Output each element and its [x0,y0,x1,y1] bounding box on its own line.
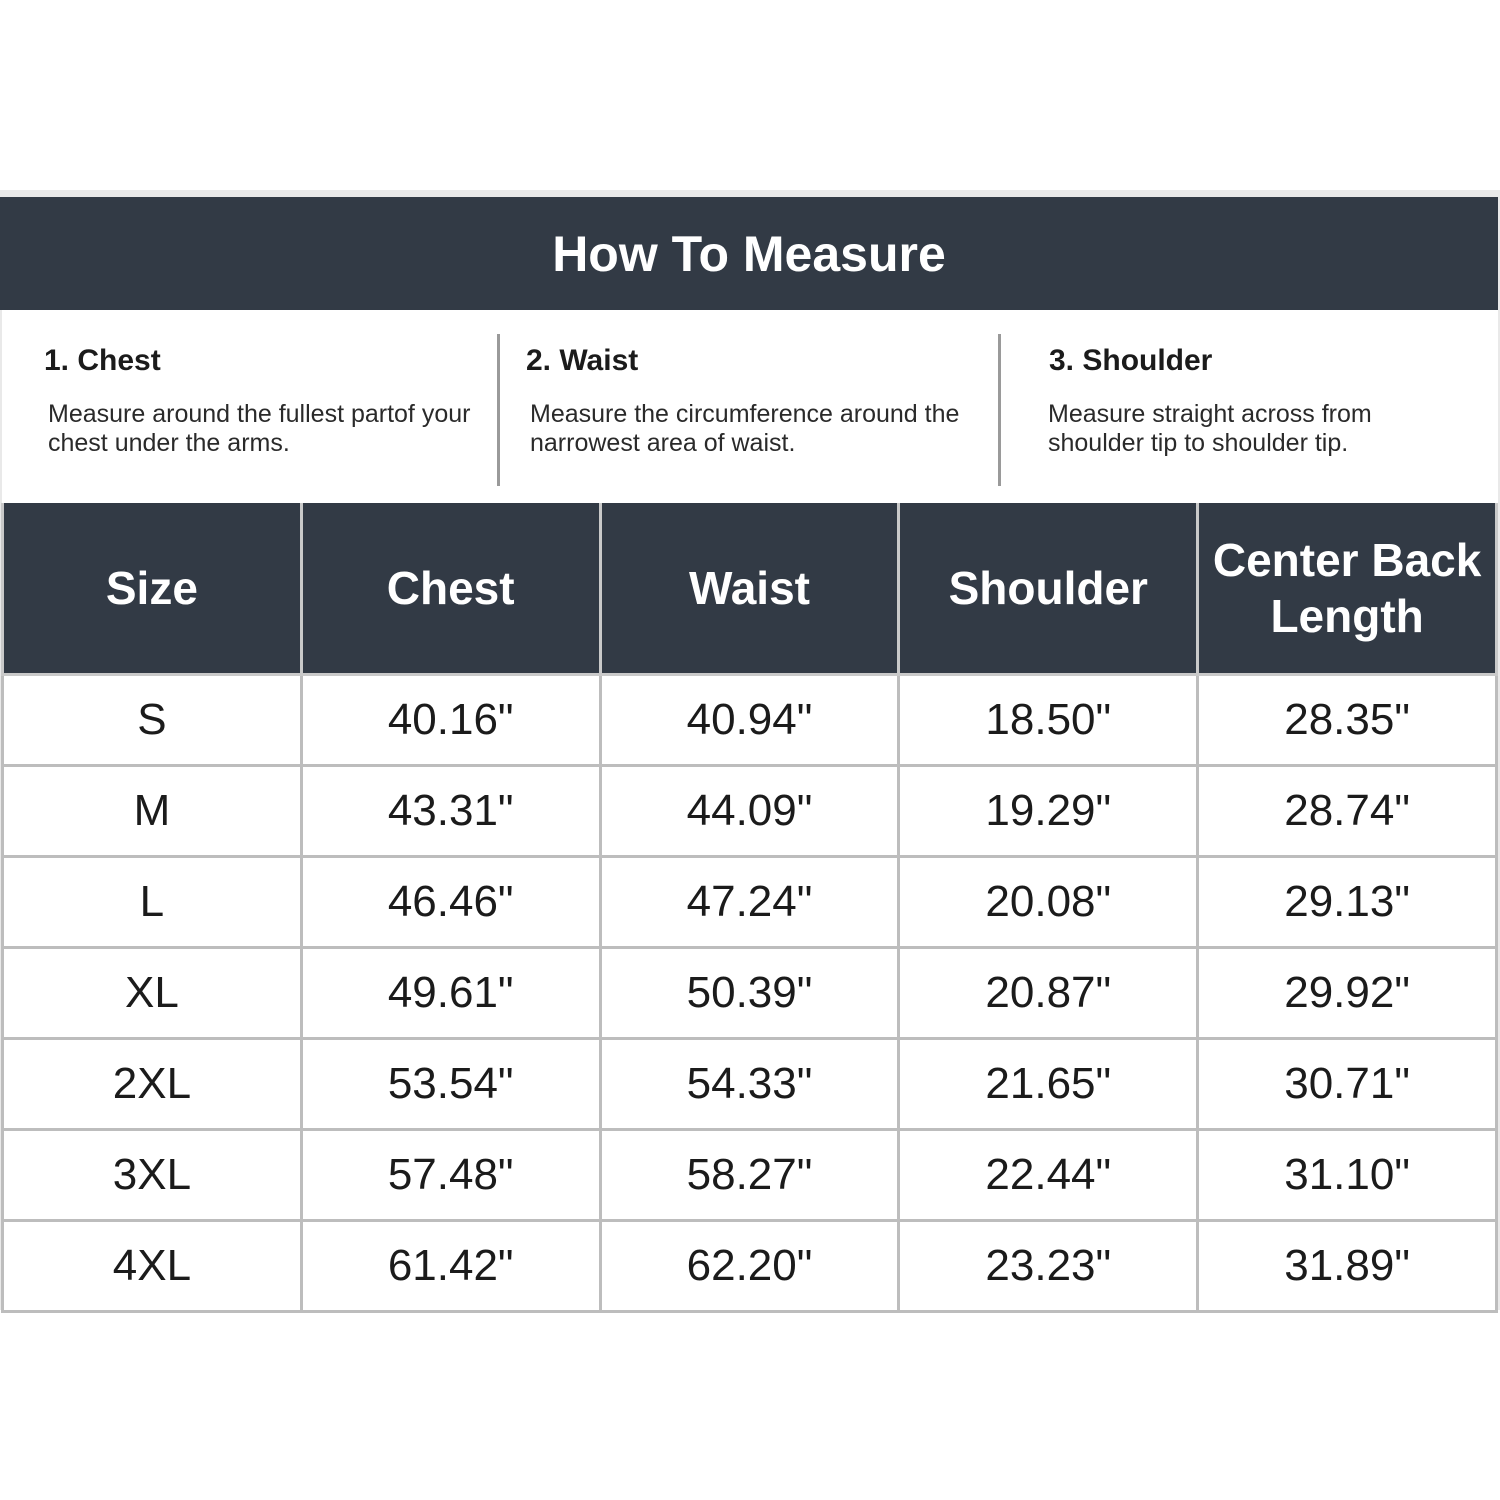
cell-center-back-length: 31.89" [1196,1219,1498,1313]
cell-chest: 49.61" [299,946,602,1040]
cell-size: S [1,673,303,767]
cell-size: 2XL [1,1037,303,1131]
cell-shoulder: 20.08" [897,855,1200,949]
cell-waist: 47.24" [598,855,901,949]
page-title: How To Measure [0,197,1498,310]
cell-size: M [1,764,303,858]
size-table: Size Chest Waist Shoulder Center Back Le… [1,503,1498,1313]
cell-waist: 50.39" [598,946,901,1040]
cell-center-back-length: 29.13" [1196,855,1498,949]
instruction-text: Measure straight across from shoulder ti… [1048,400,1372,457]
header-waist: Waist [598,503,901,676]
table-header-row: Size Chest Waist Shoulder Center Back Le… [1,503,1498,676]
cell-center-back-length: 31.10" [1196,1128,1498,1222]
instruction-waist: 2. Waist Measure the circumference aroun… [500,310,998,503]
cell-waist: 58.27" [598,1128,901,1222]
cell-waist: 54.33" [598,1037,901,1131]
cell-shoulder: 21.65" [897,1037,1200,1131]
cell-size: L [1,855,303,949]
instruction-heading: 3. Shoulder [1049,344,1213,377]
cell-shoulder: 18.50" [897,673,1200,767]
cell-shoulder: 22.44" [897,1128,1200,1222]
instruction-text: Measure the circumference around the nar… [530,400,960,457]
header-size: Size [1,503,303,676]
table-row: XL 49.61" 50.39" 20.87" 29.92" [1,946,1498,1040]
cell-waist: 62.20" [598,1219,901,1313]
cell-size: 4XL [1,1219,303,1313]
cell-size: 3XL [1,1128,303,1222]
cell-waist: 40.94" [598,673,901,767]
table-row: L 46.46" 47.24" 20.08" 29.13" [1,855,1498,949]
table-row: 4XL 61.42" 62.20" 23.23" 31.89" [1,1219,1498,1313]
cell-chest: 61.42" [299,1219,602,1313]
instruction-text: Measure around the fullest partof your c… [48,400,471,457]
table-row: S 40.16" 40.94" 18.50" 28.35" [1,673,1498,767]
header-shoulder: Shoulder [897,503,1200,676]
table-row: M 43.31" 44.09" 19.29" 28.74" [1,764,1498,858]
table-row: 3XL 57.48" 58.27" 22.44" 31.10" [1,1128,1498,1222]
cell-shoulder: 20.87" [897,946,1200,1040]
cell-center-back-length: 30.71" [1196,1037,1498,1131]
header-chest: Chest [299,503,602,676]
measure-instructions: 1. Chest Measure around the fullest part… [2,310,1498,503]
cell-waist: 44.09" [598,764,901,858]
instruction-heading: 2. Waist [526,344,639,377]
cell-size: XL [1,946,303,1040]
cell-chest: 43.31" [299,764,602,858]
cell-shoulder: 19.29" [897,764,1200,858]
header-center-back-length: Center Back Length [1196,503,1498,676]
cell-shoulder: 23.23" [897,1219,1200,1313]
cell-chest: 53.54" [299,1037,602,1131]
cell-chest: 57.48" [299,1128,602,1222]
cell-chest: 46.46" [299,855,602,949]
divider [497,334,500,486]
instruction-chest: 1. Chest Measure around the fullest part… [2,310,498,503]
cell-chest: 40.16" [299,673,602,767]
divider [998,334,1001,486]
table-row: 2XL 53.54" 54.33" 21.65" 30.71" [1,1037,1498,1131]
cell-center-back-length: 28.74" [1196,764,1498,858]
instruction-heading: 1. Chest [44,344,161,377]
cell-center-back-length: 29.92" [1196,946,1498,1040]
instruction-shoulder: 3. Shoulder Measure straight across from… [1001,310,1498,503]
cell-center-back-length: 28.35" [1196,673,1498,767]
